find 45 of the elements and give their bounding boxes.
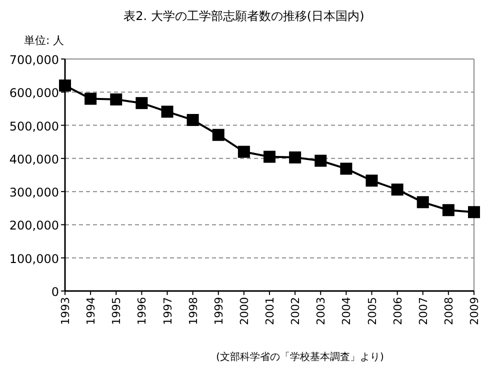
x-tick-label: 2005 xyxy=(366,297,379,325)
y-tick-label: 200,000 xyxy=(9,218,59,233)
y-axis-title: 単位: 人 xyxy=(24,34,64,47)
y-tick-label: 100,000 xyxy=(9,252,59,266)
point xyxy=(391,184,404,196)
x-tick-label: 1997 xyxy=(161,297,174,325)
y-tick-label: 600,000 xyxy=(9,86,59,100)
y-tick-label: 300,000 xyxy=(9,186,59,200)
point xyxy=(136,97,148,110)
x-tick-label: 1999 xyxy=(212,297,226,325)
text: (文部科学省の「学校基本調査」より) xyxy=(216,351,384,363)
x-tick-label: 2004 xyxy=(340,297,354,325)
chart-title: 表2. 大学の工学部志願者数の推移(日本国内) xyxy=(124,9,364,23)
y-tick-label: 0 xyxy=(51,285,59,299)
y-tick-label: 700,000 xyxy=(9,53,59,67)
y-tick-label: 500,000 xyxy=(9,119,59,134)
x-tick-label: 1998 xyxy=(186,297,200,325)
x-tick-label: 2007 xyxy=(416,297,430,325)
point xyxy=(84,92,97,105)
point xyxy=(110,93,122,106)
x-tick-label: 1994 xyxy=(84,297,98,325)
point xyxy=(289,151,302,164)
x-tick-label: 1993 xyxy=(59,297,72,325)
point xyxy=(442,204,454,216)
x-tick-label: 2006 xyxy=(391,297,404,325)
x-tick-label: 2003 xyxy=(314,297,328,325)
point xyxy=(314,154,327,167)
x-tick-label: 1996 xyxy=(136,297,149,325)
point xyxy=(186,114,199,126)
point xyxy=(366,174,378,187)
point xyxy=(161,106,174,118)
x-tick-label: 2009 xyxy=(468,297,481,325)
point xyxy=(59,80,71,92)
point xyxy=(416,196,429,208)
point xyxy=(340,162,352,175)
point xyxy=(238,146,250,158)
y-tick-label: 400,000 xyxy=(9,152,59,166)
x-tick-label: 2008 xyxy=(442,297,456,325)
x-tick-label: 2001 xyxy=(264,297,276,325)
x-tick-label: 2002 xyxy=(289,297,302,325)
point xyxy=(468,206,480,218)
point xyxy=(212,128,224,141)
point xyxy=(264,150,276,163)
x-tick-label: 1995 xyxy=(110,297,124,325)
x-tick-label: 2000 xyxy=(238,297,251,325)
